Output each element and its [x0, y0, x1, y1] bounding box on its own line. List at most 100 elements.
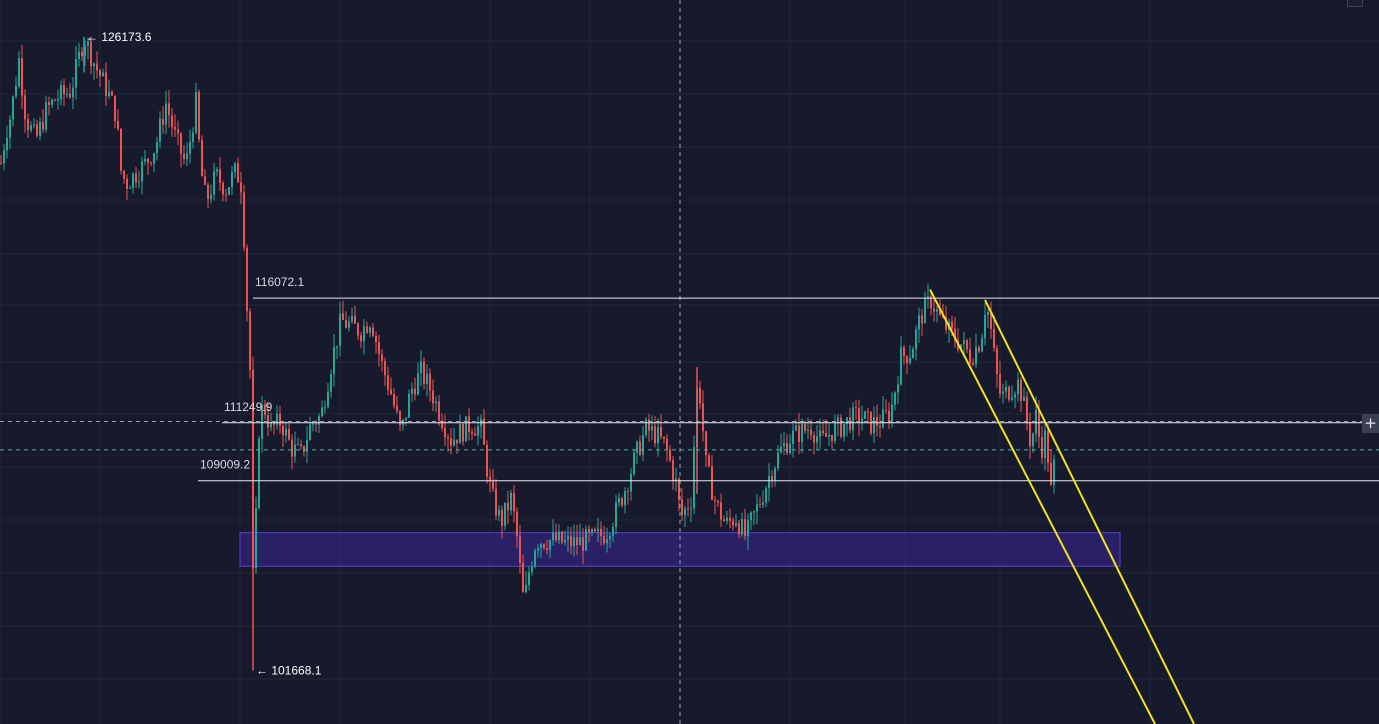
candle-body [228, 187, 230, 195]
candle-body [993, 328, 995, 349]
candle-body [15, 85, 17, 97]
candle-body [360, 335, 362, 342]
candle-body [711, 466, 713, 500]
candle-body [192, 132, 194, 142]
candle-body [474, 433, 476, 436]
candle-body [1032, 433, 1034, 447]
candle-body [762, 502, 764, 505]
candle-body [63, 85, 65, 95]
candle-body [303, 446, 305, 452]
collapse-panel-button[interactable] [1347, 0, 1363, 7]
candle-body [291, 439, 293, 457]
candle-body [183, 153, 185, 160]
candle-body [396, 405, 398, 412]
candle-body [972, 362, 974, 365]
candle-body [1047, 430, 1049, 464]
candle-body [771, 475, 773, 480]
candle-body [75, 58, 77, 88]
level-label: 116072.1 [255, 275, 304, 289]
candle-body [498, 509, 500, 516]
candle-body [72, 87, 74, 98]
candle-body [876, 416, 878, 426]
candle-body [822, 430, 824, 433]
candle-body [141, 161, 143, 182]
candle-body [405, 417, 407, 420]
candle-body [1017, 379, 1019, 395]
candle-body [681, 499, 683, 516]
candle-body [450, 438, 452, 446]
candle-body [645, 419, 647, 436]
candle-body [468, 416, 470, 432]
candle-body [582, 537, 584, 551]
candle-body [639, 441, 641, 455]
candle-body [348, 321, 350, 328]
candle-body [858, 408, 860, 423]
candle-body [222, 182, 224, 195]
candle-body [990, 312, 992, 329]
candle-body [255, 507, 257, 569]
candle-body [330, 374, 332, 392]
candle-body [1041, 436, 1043, 459]
candle-body [456, 439, 458, 444]
candle-body [336, 345, 338, 348]
candle-body [939, 309, 941, 315]
candle-body [666, 438, 668, 450]
candle-body [759, 504, 761, 506]
candle-body [798, 425, 800, 443]
candle-body [489, 476, 491, 482]
candle-body [678, 478, 680, 500]
candle-body [756, 504, 758, 512]
candle-body [12, 96, 14, 120]
candle-body [129, 187, 131, 189]
candle-body [492, 481, 494, 489]
candle-body [981, 338, 983, 352]
candle-body [516, 511, 518, 537]
candle-body [159, 118, 161, 143]
candle-body [642, 435, 644, 455]
candle-body [1050, 463, 1052, 485]
candle-body [342, 313, 344, 321]
candle-body [792, 430, 794, 444]
candle-body [537, 548, 539, 551]
candle-body [954, 328, 956, 341]
candle-body [558, 531, 560, 541]
candle-body [567, 536, 569, 540]
candle-body [120, 128, 122, 171]
candle-body [324, 407, 326, 409]
add-alert-button[interactable]: + [1362, 414, 1379, 433]
candle-body [564, 539, 566, 543]
candle-body [195, 92, 197, 133]
candle-body [531, 566, 533, 573]
candle-body [897, 384, 899, 393]
candle-body [813, 435, 815, 443]
candle-body [717, 501, 719, 503]
candle-body [357, 323, 359, 336]
candle-body [591, 529, 593, 533]
candle-body [768, 475, 770, 489]
candle-body [90, 41, 92, 67]
candle-body [1005, 386, 1007, 392]
candle-body [984, 314, 986, 339]
candle-body [552, 532, 554, 541]
trendline [984, 299, 1195, 724]
candle-body [597, 528, 599, 532]
candle-body [729, 517, 731, 521]
candle-body [168, 103, 170, 116]
candle-body [702, 403, 704, 432]
candle-body [888, 410, 890, 422]
candle-body [411, 388, 413, 395]
candle-body [915, 329, 917, 350]
candle-body [462, 424, 464, 442]
candle-body [600, 528, 602, 536]
candle-body [414, 388, 416, 395]
candle-body [231, 172, 233, 188]
candle-body [987, 312, 989, 315]
candle-body [930, 296, 932, 309]
candle-body [483, 418, 485, 445]
candle-body [732, 520, 734, 526]
candle-body [312, 423, 314, 425]
candle-body [171, 115, 173, 128]
candle-body [33, 124, 35, 126]
